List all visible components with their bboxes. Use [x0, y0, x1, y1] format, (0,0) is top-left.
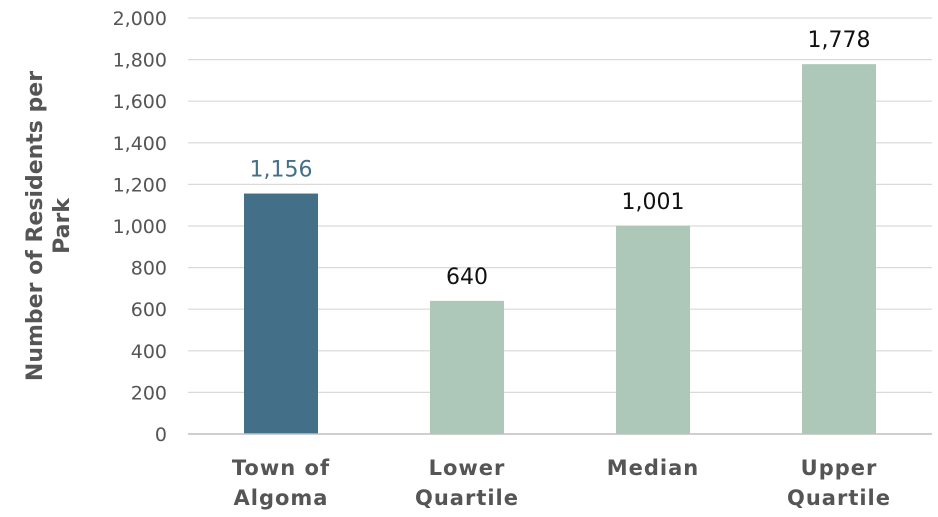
x-tick-label: Median — [607, 456, 700, 480]
bars — [244, 64, 876, 434]
y-tick-label: 600 — [131, 299, 167, 321]
data-label: 640 — [446, 265, 488, 290]
y-axis-title-line: Park — [50, 197, 75, 254]
x-tick-label: Quartile — [415, 486, 519, 510]
bar — [802, 64, 876, 434]
data-label: 1,001 — [622, 190, 685, 215]
bar — [616, 226, 690, 434]
x-tick-label: Quartile — [787, 486, 891, 510]
x-tick-label: Lower — [429, 456, 506, 480]
y-tick-label: 800 — [131, 258, 167, 280]
data-label: 1,156 — [250, 158, 313, 183]
bar — [430, 301, 504, 434]
y-tick-label: 2,000 — [113, 8, 167, 30]
y-tick-label: 1,200 — [113, 174, 167, 196]
y-tick-label: 1,800 — [113, 50, 167, 72]
y-tick-label: 200 — [131, 382, 167, 404]
y-axis-title: Number of Residents perPark — [23, 71, 75, 381]
y-tick-label: 1,600 — [113, 91, 167, 113]
y-axis-title-line: Number of Residents per — [23, 71, 48, 381]
y-tick-label: 400 — [131, 341, 167, 363]
y-tick-label: 0 — [155, 424, 167, 446]
x-tick-label: Upper — [801, 456, 878, 480]
bar — [244, 194, 318, 434]
y-tick-label: 1,400 — [113, 133, 167, 155]
data-label: 1,778 — [808, 28, 871, 53]
x-tick-label: Town of — [232, 456, 330, 480]
y-tick-label: 1,000 — [113, 216, 167, 238]
x-tick-label: Algoma — [234, 486, 329, 510]
